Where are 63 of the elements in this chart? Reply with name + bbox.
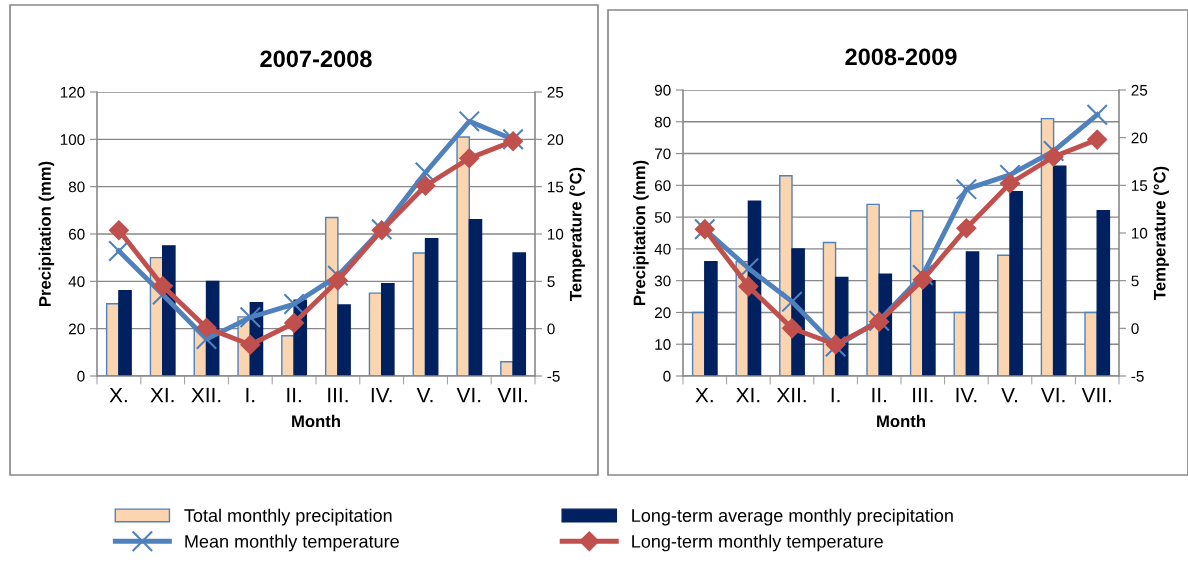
y-tick-label: 20 xyxy=(68,323,85,335)
y2-tick-label: 0 xyxy=(547,323,555,335)
x-tick-label: VI. xyxy=(456,387,481,403)
y2-tick-label: 5 xyxy=(1131,275,1139,287)
x-axis-title: Month xyxy=(877,414,925,428)
y-tick-label: 80 xyxy=(68,181,85,193)
x-tick-label: II. xyxy=(872,387,886,403)
legend-label: Long-term average monthly precipitation xyxy=(632,508,953,526)
y-tick-label: 30 xyxy=(654,275,671,287)
x-tick-label: III. xyxy=(328,387,348,403)
y2-tick-label: 20 xyxy=(547,134,564,146)
x-tick-label: XII. xyxy=(191,387,221,403)
x-tick-label: XI. xyxy=(736,387,760,403)
y-tick-label: 100 xyxy=(60,134,85,146)
x-tick-label: V. xyxy=(1001,387,1017,403)
y-tick-label: 70 xyxy=(654,148,671,160)
y-tick-label: 60 xyxy=(654,180,671,192)
y2-axis-title: Temperature (°C) xyxy=(1153,166,1169,300)
chart-title: 2007-2008 xyxy=(260,50,372,68)
x-tick-label: XII. xyxy=(776,387,806,403)
y2-tick-label: 25 xyxy=(1131,84,1148,96)
y-tick-label: 10 xyxy=(655,339,671,350)
y2-tick-label: 10 xyxy=(547,228,564,240)
y-tick-label: 40 xyxy=(654,243,671,255)
y2-tick-label: 25 xyxy=(547,86,564,98)
x-tick-label: I. xyxy=(246,387,255,403)
x-tick-label: VII. xyxy=(1081,387,1111,403)
y2-tick-label: 20 xyxy=(1131,132,1148,144)
y-tick-label: 120 xyxy=(60,86,85,98)
y-axis-title: Precipitation (mm) xyxy=(38,161,55,307)
x-tick-label: IV. xyxy=(956,387,977,403)
x-tick-label: IV. xyxy=(371,387,392,403)
legend-label: Total monthly precipitation xyxy=(184,508,392,526)
legend-label: Mean monthly temperature xyxy=(185,534,399,552)
y-tick-label: 90 xyxy=(654,84,671,96)
y-tick-label: 0 xyxy=(77,370,85,382)
legend-label: Long-term monthly temperature xyxy=(632,534,883,552)
x-tick-label: I. xyxy=(831,387,840,403)
x-tick-label: VI. xyxy=(1040,387,1065,403)
y2-tick-label: -5 xyxy=(1131,371,1144,382)
y2-tick-label: 15 xyxy=(1131,180,1148,192)
y2-tick-label: 5 xyxy=(547,276,555,288)
x-axis-title: Month xyxy=(292,414,340,428)
y2-tick-label: 10 xyxy=(1131,227,1148,239)
y2-tick-label: -5 xyxy=(547,371,560,382)
y2-tick-label: 0 xyxy=(1131,323,1139,335)
y-tick-label: 40 xyxy=(68,276,85,288)
y2-tick-label: 15 xyxy=(547,181,564,193)
x-tick-label: V. xyxy=(416,387,433,403)
y-tick-label: 0 xyxy=(663,370,671,382)
y-axis-title: Precipitation (mm) xyxy=(633,160,649,306)
y-tick-label: 60 xyxy=(68,228,85,240)
y-tick-label: 80 xyxy=(654,116,671,128)
y-tick-label: 50 xyxy=(654,211,671,223)
x-tick-label: VII. xyxy=(497,387,527,403)
x-tick-label: XI. xyxy=(150,387,174,403)
x-tick-label: II. xyxy=(287,387,301,403)
x-tick-label: III. xyxy=(913,387,933,403)
x-tick-label: X. xyxy=(695,387,713,403)
x-tick-label: X. xyxy=(109,387,127,403)
y-tick-label: 20 xyxy=(654,307,671,319)
chart-title: 2008-2009 xyxy=(845,48,957,66)
y2-axis-title: Temperature (°C) xyxy=(569,167,585,301)
